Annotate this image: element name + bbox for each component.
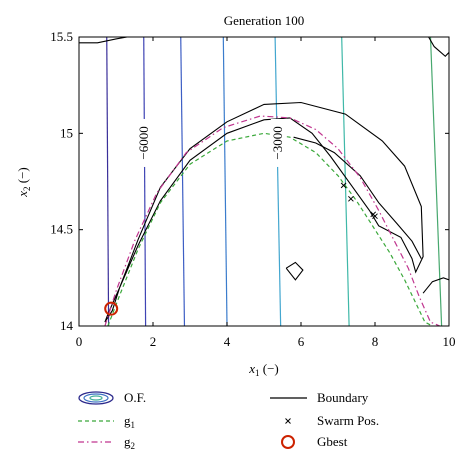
boundary-curves: [79, 37, 449, 323]
legend-item-boundary: Boundary: [270, 390, 369, 405]
legend-of-label: O.F.: [124, 390, 146, 405]
contour-label-bg: [270, 118, 287, 167]
boundary-corner-right: [422, 277, 449, 294]
swarm-marker-stroke: [348, 195, 354, 202]
legend-item-of: O.F.: [78, 390, 146, 405]
chart-title: Generation 100: [224, 13, 305, 28]
constraint-lines: [104, 115, 441, 326]
boundary-island: [285, 261, 304, 281]
g2-line: [104, 115, 441, 326]
plot-frame: [78, 36, 450, 327]
contour-line-2: [143, 37, 147, 326]
swarm-marker-stroke: [372, 213, 378, 220]
boundary-corner-top-right: [428, 37, 449, 58]
contour-line-3: [180, 37, 186, 326]
legend-item-g1: g1: [78, 413, 135, 430]
legend-of-swatch: [78, 391, 114, 405]
y-tick-label: 14.5: [50, 222, 73, 237]
gbest-marker: [104, 301, 119, 316]
swarm-marker: [348, 195, 354, 202]
boundary-main-region: [104, 101, 424, 323]
y-tick-label: 14: [60, 318, 74, 333]
contour-line-6: [341, 37, 350, 326]
x-tick-label: 4: [224, 334, 231, 349]
contour-labels: −6000 −3000: [136, 118, 287, 167]
legend-item-g2: g2: [78, 434, 135, 451]
x-axis-label: x1 (−): [248, 361, 279, 378]
x-tick-label: 10: [443, 334, 456, 349]
marker-layer: [104, 182, 378, 316]
x-tick-label: 0: [76, 334, 83, 349]
legend-g2-label: g2: [124, 434, 135, 451]
legend-gbest-marker: [281, 435, 295, 449]
y-tick-label: 15.5: [50, 29, 73, 44]
contour-label: −3000: [270, 126, 285, 159]
x-tick-label: 6: [298, 334, 305, 349]
axis-ticks: 0 2 4 6 8 10 14 14.5 15 15.5: [50, 29, 455, 349]
contour-label: −6000: [136, 126, 151, 159]
legend-item-swarm: Swarm Pos.: [285, 413, 379, 428]
legend-swarm-label: Swarm Pos.: [317, 413, 379, 428]
legend-swarm-marker: [285, 418, 291, 424]
contour-line-7: [429, 37, 443, 326]
contour-line-1: [106, 37, 110, 326]
swarm-marker: [340, 182, 347, 189]
swarm-marker: [372, 213, 378, 220]
contour-line-5: [274, 37, 282, 326]
legend-gbest-label: Gbest: [317, 434, 348, 449]
x-tick-label: 8: [372, 334, 379, 349]
legend-boundary-label: Boundary: [317, 390, 369, 405]
y-tick-label: 15: [60, 125, 73, 140]
x-tick-label: 2: [150, 334, 157, 349]
y-axis-label: x2 (−): [15, 167, 32, 198]
boundary-top-left: [79, 37, 128, 44]
contour-line-4: [222, 37, 228, 326]
legend: O.F. g1 g2 Boundary Swarm Pos. Gbest: [78, 390, 379, 451]
contour-label-bg: [136, 118, 153, 167]
legend-g1-label: g1: [124, 413, 135, 430]
legend-item-gbest: Gbest: [281, 434, 348, 449]
contour-lines: [106, 37, 443, 326]
g1-line: [107, 132, 433, 326]
boundary-blob-right: [293, 136, 422, 259]
swarm-marker-stroke: [340, 182, 347, 189]
